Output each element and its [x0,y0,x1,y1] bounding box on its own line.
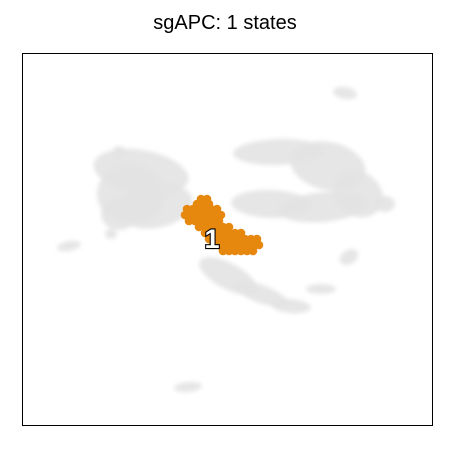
background-cell-cluster [375,196,395,212]
background-cell-cluster [333,86,357,100]
background-cell-cluster [101,198,137,230]
state-cell [236,246,246,256]
background-cell-cluster [113,146,125,158]
state-cell [254,240,264,250]
state-cell [196,194,206,204]
state-cell [206,222,216,232]
state-cell [224,222,234,232]
background-cell-cluster [234,281,288,307]
background-cell-cluster [271,298,311,314]
state-cell [242,246,252,256]
state-cell [194,222,204,232]
state-cell [218,246,228,256]
background-cell-cluster [231,189,311,219]
state-cell [248,246,258,256]
state-1-cells [180,194,264,256]
background-cell-cluster [339,249,359,265]
state-cell [202,194,212,204]
state-cell [184,216,194,226]
background-cell-cluster [174,381,202,393]
background-cells [57,86,395,393]
background-cell-cluster [306,284,336,294]
state-cell [224,246,234,256]
embedding-scatter: 1 [57,86,395,393]
chart-title: sgAPC: 1 states [153,12,297,34]
state-cell [218,222,228,232]
background-cell-cluster [105,229,117,239]
background-cell-cluster [57,240,81,252]
state-cell [212,222,222,232]
plot-area: 1 [22,53,433,426]
state-cell [230,246,240,256]
state-label-1: 1 [205,224,220,254]
state-cell [200,222,210,232]
state-cell [208,240,218,250]
